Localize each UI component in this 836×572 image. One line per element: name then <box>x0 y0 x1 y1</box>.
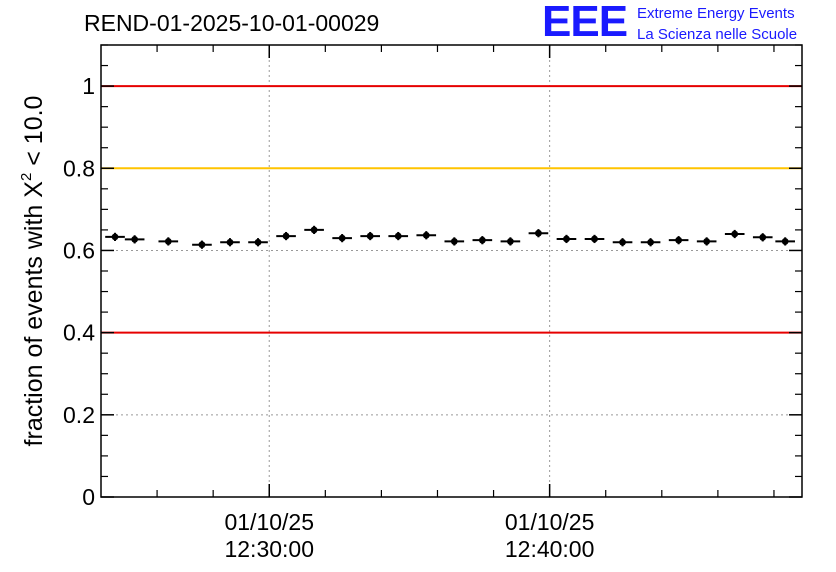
y-tick-label: 0.2 <box>63 402 95 428</box>
y-tick-label: 0.4 <box>63 320 95 346</box>
data-point <box>158 237 179 246</box>
data-point <box>472 236 493 245</box>
plot-border <box>100 44 803 498</box>
data-point <box>500 237 521 246</box>
point-marker <box>619 238 626 246</box>
data-point <box>775 237 795 246</box>
grid-lines <box>101 45 802 497</box>
y-axis-title-superscript: 2 <box>18 173 35 181</box>
point-marker <box>131 235 139 243</box>
eee-logo[interactable]: EEE Extreme Energy Events La Scienza nel… <box>542 0 832 46</box>
point-marker <box>647 238 654 246</box>
point-marker <box>394 232 402 240</box>
y-axis-title-suffix: < 10.0 <box>20 96 48 173</box>
data-point <box>304 225 324 235</box>
data-points <box>105 225 795 249</box>
point-marker <box>111 233 119 241</box>
y-axis-title-symbol: X <box>20 181 48 198</box>
point-marker <box>254 238 262 246</box>
reference-lines <box>101 85 802 334</box>
point-marker <box>310 226 318 234</box>
point-marker <box>535 229 542 237</box>
point-marker <box>731 230 739 238</box>
y-axis-label: fraction of events with X2 < 10.0 <box>18 96 48 447</box>
point-marker <box>591 235 598 243</box>
tick-labels: 00.20.40.60.8101/10/2512:30:0001/10/2512… <box>63 73 594 562</box>
data-point <box>752 233 773 242</box>
plot-frame <box>100 44 803 498</box>
y-axis-title-prefix: fraction of events with <box>20 198 48 447</box>
point-marker <box>422 231 430 239</box>
data-point <box>124 235 145 244</box>
point-marker <box>506 238 514 245</box>
x-tick-label-date: 01/10/25 <box>224 509 314 535</box>
point-marker <box>478 236 486 244</box>
point-marker <box>198 241 206 249</box>
point-marker <box>366 232 374 240</box>
data-point <box>640 238 661 247</box>
data-point <box>556 234 577 244</box>
x-tick-label-time: 12:40:00 <box>505 536 595 562</box>
chart-title: REND-01-2025-10-01-00029 <box>84 10 380 36</box>
point-marker <box>226 238 234 246</box>
data-point <box>105 232 125 242</box>
data-point <box>724 229 745 239</box>
point-marker <box>703 238 711 245</box>
point-marker <box>563 235 570 243</box>
data-point <box>584 234 605 244</box>
data-point <box>696 237 717 246</box>
y-tick-label: 1 <box>82 73 95 99</box>
point-marker <box>675 236 683 244</box>
data-point <box>612 238 633 247</box>
data-point <box>248 238 268 247</box>
eee-logo-mark: EEE <box>542 0 628 46</box>
data-point <box>528 229 549 238</box>
data-point <box>332 234 352 243</box>
point-marker <box>759 233 767 241</box>
data-point <box>192 240 212 249</box>
logo-text-line2: La Scienza nelle Scuole <box>637 26 798 43</box>
axis-ticks <box>101 44 802 498</box>
data-point <box>444 237 465 246</box>
data-point <box>388 231 409 241</box>
y-tick-label: 0.8 <box>63 155 95 181</box>
data-point <box>360 231 380 241</box>
point-marker <box>338 234 346 242</box>
x-tick-label-time: 12:30:00 <box>224 536 314 562</box>
y-tick-label: 0 <box>82 484 95 510</box>
point-marker <box>781 238 789 245</box>
point-marker <box>282 232 290 240</box>
y-axis-title: fraction of events with X2 < 10.0 <box>18 96 48 447</box>
point-marker <box>450 238 458 245</box>
data-point <box>276 231 296 241</box>
x-tick-label-date: 01/10/25 <box>505 509 595 535</box>
data-point <box>668 236 689 245</box>
point-marker <box>164 238 172 245</box>
logo-text-line1: Extreme Energy Events <box>637 5 795 22</box>
y-tick-label: 0.6 <box>63 237 95 263</box>
data-point <box>416 231 437 240</box>
data-point <box>220 238 240 247</box>
